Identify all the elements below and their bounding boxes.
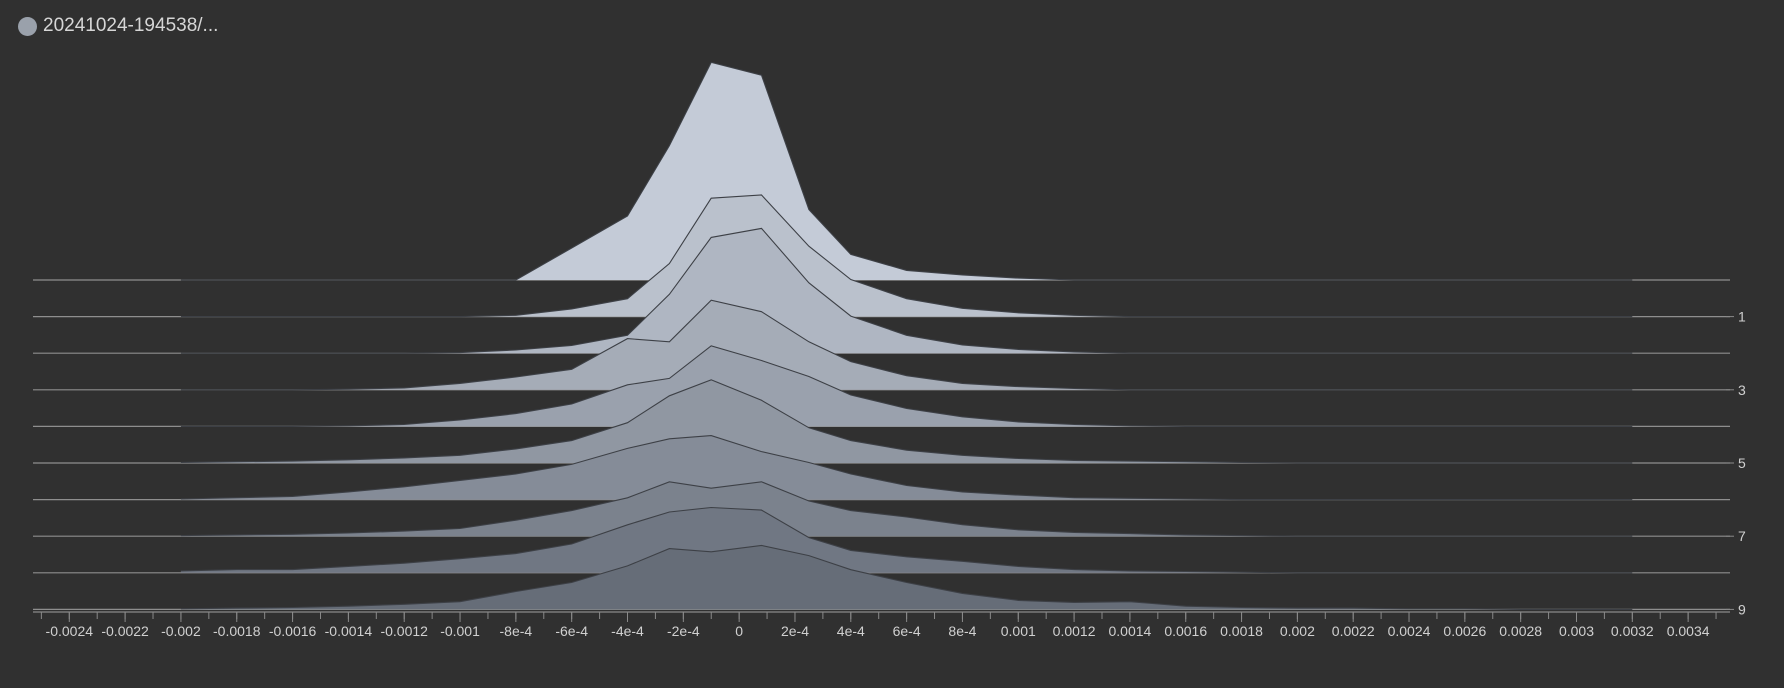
x-tick-label: -0.0024 <box>46 623 94 639</box>
x-tick-label: 0.0016 <box>1164 623 1207 639</box>
ridge-step-3 <box>33 299 1730 391</box>
x-tick-label: 0.0028 <box>1499 623 1542 639</box>
ridge-outline <box>180 506 1633 574</box>
ridges-layer <box>33 61 1730 611</box>
ridge-step-2 <box>33 227 1730 354</box>
x-tick-label: -6e-4 <box>555 623 588 639</box>
ridge-outline <box>180 227 1633 354</box>
x-tick-label: 0.0034 <box>1667 623 1710 639</box>
x-tick-label: 8e-4 <box>948 623 976 639</box>
ridge-area <box>180 62 1633 281</box>
x-tick-label: 0.003 <box>1559 623 1594 639</box>
x-tick-label: 0.0032 <box>1611 623 1654 639</box>
run-label: 20241024-194538/... <box>43 15 219 36</box>
step-tick-label: 1 <box>1738 309 1746 325</box>
x-tick-label: -2e-4 <box>667 623 700 639</box>
x-axis: -0.0024 -0.0022 -0.002 -0.0018 -0.0016 -0.001… <box>33 611 1730 639</box>
step-tick-label: 7 <box>1738 528 1746 544</box>
x-tick-label: 0.002 <box>1280 623 1315 639</box>
step-tick-label: 9 <box>1738 601 1746 617</box>
x-tick-label: -0.0016 <box>269 623 317 639</box>
x-tick-label: 0.0018 <box>1220 623 1263 639</box>
ridge-step-6 <box>33 435 1730 501</box>
x-tick-label: -0.0022 <box>101 623 149 639</box>
ridge-area <box>180 545 1633 610</box>
step-tick-label: 3 <box>1738 382 1746 398</box>
x-tick-label: -0.0012 <box>380 623 428 639</box>
x-tick-label: 0.0012 <box>1053 623 1096 639</box>
x-tick-label: 0.0024 <box>1388 623 1431 639</box>
ridge-area <box>180 435 1633 500</box>
x-tick-label: 0 <box>735 623 743 639</box>
run-header: 20241024-194538/... <box>18 13 218 39</box>
ridge-area <box>180 507 1633 573</box>
ridge-step-4 <box>33 345 1730 427</box>
x-tick-label: -4e-4 <box>611 623 644 639</box>
ridge-outline <box>180 379 1633 464</box>
x-tick-label: -0.0014 <box>325 623 373 639</box>
ridge-outline <box>180 435 1633 501</box>
ridge-outline <box>180 345 1633 427</box>
ridge-step-0 <box>33 61 1730 281</box>
x-tick-label: 2e-4 <box>781 623 809 639</box>
x-tick-label: 0.0026 <box>1443 623 1486 639</box>
run-color-dot[interactable] <box>18 16 37 36</box>
x-tick-label: -8e-4 <box>500 623 533 639</box>
ridge-step-1 <box>33 194 1730 318</box>
ridge-step-5 <box>33 379 1730 464</box>
ridge-step-9 <box>33 544 1730 611</box>
x-tick-label: 6e-4 <box>893 623 921 639</box>
ridge-area <box>180 481 1633 537</box>
x-tick-label: 0.0022 <box>1332 623 1375 639</box>
x-tick-label: -0.0018 <box>213 623 261 639</box>
ridge-outline <box>180 544 1633 610</box>
step-axis: 1 3 5 7 9 <box>1726 309 1746 617</box>
ridge-step-7 <box>33 481 1730 537</box>
ridge-outline <box>180 194 1633 318</box>
step-tick-label: 5 <box>1738 455 1746 471</box>
ridge-outline <box>180 61 1633 281</box>
ridge-outline <box>180 299 1633 391</box>
x-tick-label: -0.001 <box>440 623 480 639</box>
ridge-outline <box>180 481 1633 537</box>
x-tick-label: 4e-4 <box>837 623 865 639</box>
x-tick-label: -0.002 <box>161 623 201 639</box>
ridge-step-8 <box>33 506 1730 574</box>
ridge-area <box>180 228 1633 354</box>
x-tick-label: 0.001 <box>1001 623 1036 639</box>
x-tick-label: 0.0014 <box>1108 623 1151 639</box>
ridge-area <box>180 345 1633 427</box>
